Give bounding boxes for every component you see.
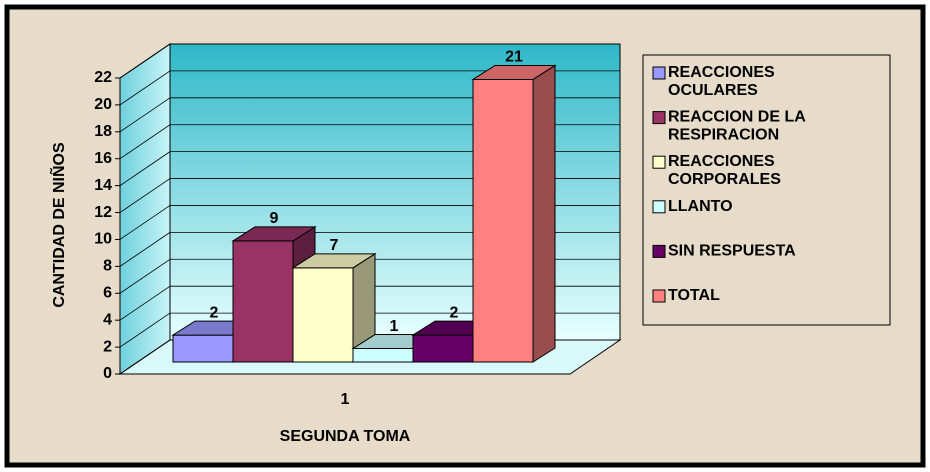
grid-line	[119, 232, 171, 267]
data-label: 9	[270, 210, 279, 227]
bar-face	[471, 64, 557, 80]
bar-face	[231, 226, 317, 242]
grid-line	[119, 178, 171, 213]
bar-face	[352, 348, 414, 363]
x-tick-label: 1	[341, 391, 350, 408]
y-tick-label: 20	[94, 96, 112, 113]
bar-face	[532, 64, 556, 363]
legend-label: REACCIONES CORPORALES	[668, 153, 781, 188]
bar-face	[292, 267, 354, 363]
grid-line	[119, 70, 171, 106]
grid-line	[119, 285, 171, 321]
y-tick-label: 16	[94, 150, 112, 167]
grid-line	[119, 124, 171, 160]
legend-label: SIN RESPUESTA	[668, 243, 796, 260]
data-label: 7	[330, 237, 339, 254]
x-axis-title: SEGUNDA TOMA	[280, 428, 411, 445]
data-label: 2	[450, 304, 459, 321]
legend-label: REACCION DE LA RESPIRACION	[668, 109, 806, 144]
y-tick-label: 6	[103, 284, 112, 301]
legend-label: LLANTO	[668, 198, 733, 215]
side-wall	[119, 43, 171, 375]
y-tick-label: 14	[94, 177, 112, 194]
y-tick-label: 8	[103, 258, 112, 275]
y-tick-label: 4	[103, 311, 112, 328]
grid-line	[119, 97, 171, 133]
y-axis-title: CANTIDAD DE NIÑOS	[48, 142, 68, 308]
legend-swatch	[652, 66, 666, 80]
legend-label: REACCIONES OCULARES	[668, 64, 775, 99]
bar-face	[232, 240, 294, 363]
grid-line	[119, 258, 171, 294]
bar-face	[291, 253, 377, 269]
y-tick-label: 22	[94, 69, 112, 86]
legend-box	[642, 54, 891, 326]
grid-line	[119, 312, 171, 348]
data-label: 2	[210, 304, 219, 321]
grid-line	[119, 339, 171, 375]
legend-label: TOTAL	[668, 287, 720, 304]
bar-face	[412, 334, 474, 363]
y-tick-label: 10	[94, 231, 112, 248]
legend-swatch	[652, 155, 666, 169]
data-label: 1	[390, 318, 399, 335]
legend-swatch	[652, 111, 666, 125]
y-tick-label: 2	[103, 338, 112, 355]
y-tick-label: 0	[103, 365, 112, 382]
data-label: 21	[505, 49, 523, 66]
legend-swatch	[652, 200, 666, 214]
grid-line	[119, 205, 171, 240]
bar-face	[172, 334, 234, 363]
y-tick-label: 18	[94, 123, 112, 140]
grid-line	[119, 151, 171, 186]
legend-swatch	[652, 289, 666, 303]
bar	[471, 64, 557, 363]
grid-line	[119, 43, 171, 79]
legend-swatch	[652, 244, 666, 258]
bar-face	[472, 78, 534, 363]
y-tick-label: 12	[94, 204, 112, 221]
